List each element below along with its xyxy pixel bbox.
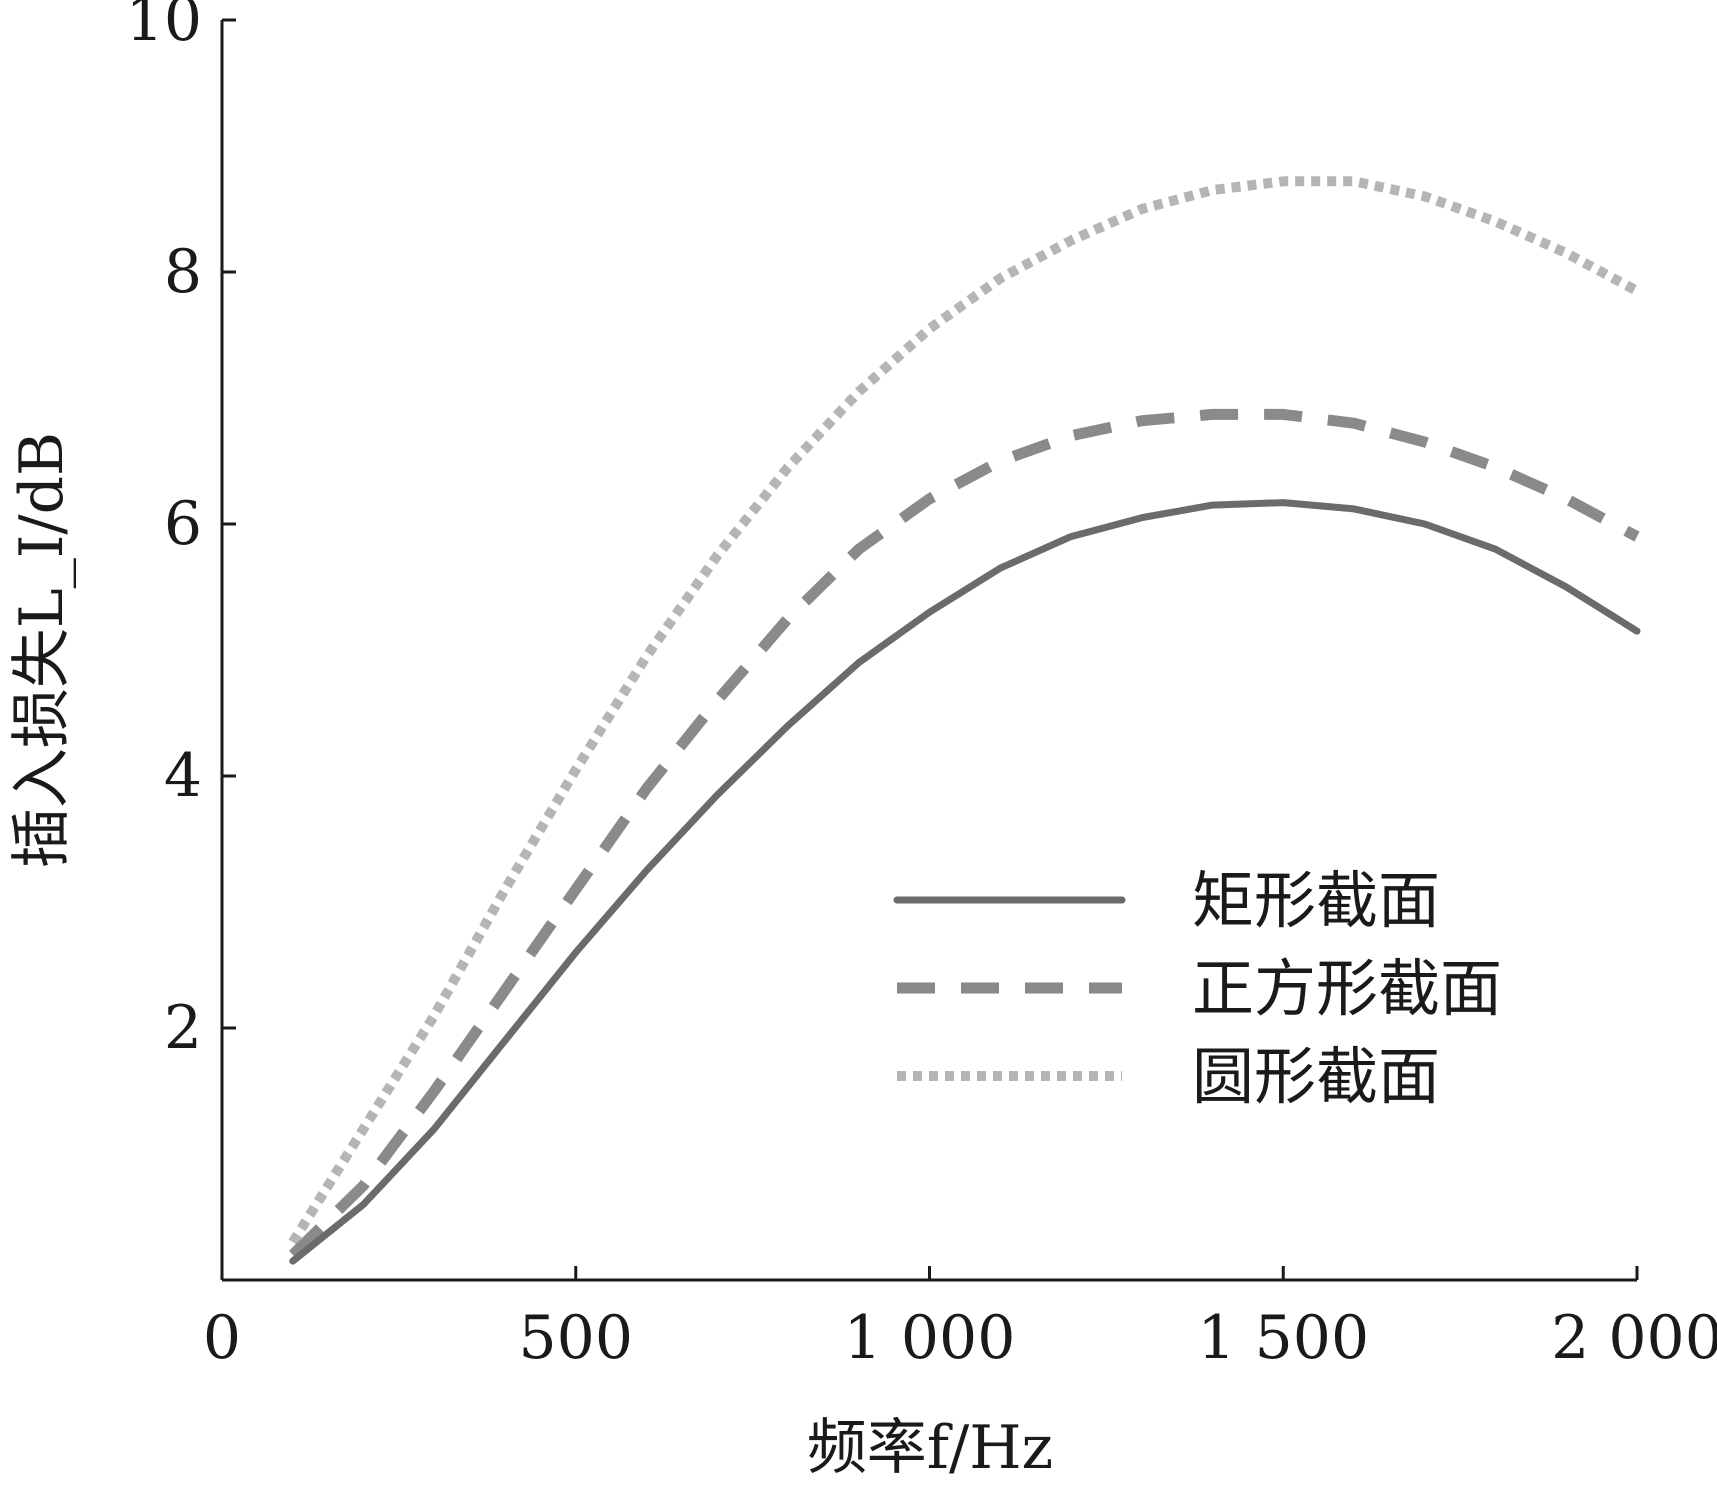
ticks: 0 500 1 000 1 500 2 000 2 4 6 8 10: [126, 0, 1717, 1373]
series-layer: [288, 176, 1641, 1265]
x-tick-label: 1 000: [844, 1303, 1016, 1373]
y-tick-label: 8: [164, 237, 202, 307]
legend-label: 圆形截面: [1192, 1040, 1440, 1113]
y-tick-label: 10: [126, 0, 202, 55]
x-tick-label: 1 500: [1197, 1303, 1369, 1373]
y-tick-label: 2: [164, 993, 202, 1063]
series-line: [288, 176, 1640, 1245]
x-tick-label: 2 000: [1551, 1303, 1717, 1373]
x-tick-label: 0: [203, 1303, 241, 1373]
legend-label: 正方形截面: [1192, 952, 1502, 1025]
y-axis-title: 插入损失L_I/dB: [7, 432, 77, 868]
series-line: [288, 408, 1640, 1259]
series-line: [289, 499, 1641, 1265]
x-tick-label: 500: [518, 1303, 633, 1373]
x-axis-title: 频率f/Hz: [807, 1413, 1053, 1483]
legend-label: 矩形截面: [1192, 864, 1440, 937]
y-tick-label: 6: [164, 489, 202, 559]
y-tick-label: 4: [164, 741, 202, 811]
